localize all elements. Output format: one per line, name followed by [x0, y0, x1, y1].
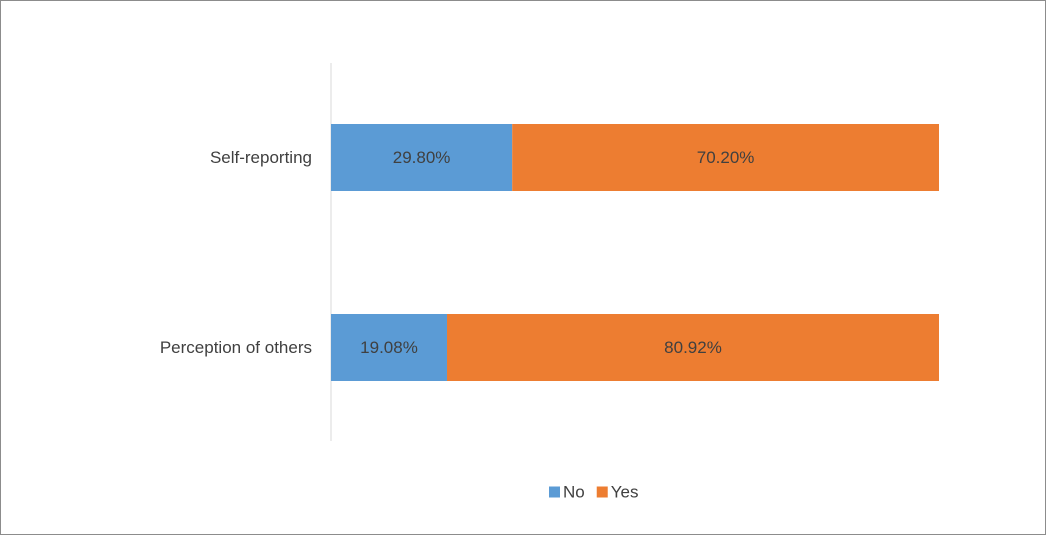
legend-swatch-yes[interactable] — [596, 486, 608, 498]
bar-yes-self-reporting[interactable] — [512, 124, 939, 191]
data-labels: 29.80% 70.20% 19.08% 80.92% — [360, 148, 754, 357]
data-label-yes-perception-of-others: 80.92% — [664, 338, 722, 357]
data-label-yes-self-reporting: 70.20% — [697, 148, 755, 167]
data-label-no-self-reporting: 29.80% — [393, 148, 451, 167]
bar-yes-perception-of-others[interactable] — [447, 314, 939, 381]
data-label-no-perception-of-others: 19.08% — [360, 338, 418, 357]
bar-no-perception-of-others[interactable] — [331, 314, 448, 381]
legend-swatch-no[interactable] — [549, 486, 560, 498]
bars — [331, 124, 939, 381]
legend-label-no[interactable]: No — [563, 483, 585, 502]
legend: No Yes — [549, 483, 638, 502]
legend-label-yes[interactable]: Yes — [611, 483, 639, 502]
category-label-self-reporting: Self-reporting — [210, 148, 312, 167]
category-labels: Self-reporting Perception of others — [160, 148, 312, 357]
bar-no-self-reporting[interactable] — [331, 124, 513, 191]
category-label-perception-of-others: Perception of others — [160, 338, 312, 357]
